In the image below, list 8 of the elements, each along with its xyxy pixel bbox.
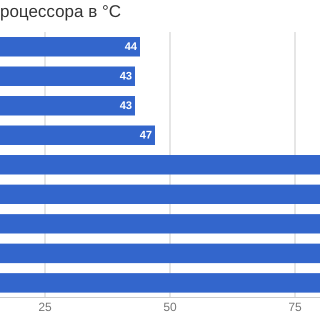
data-label: 47 [140,129,152,142]
x-tick-label: 25 [38,300,52,314]
data-label: 44 [124,40,138,53]
x-tick-label: 75 [288,300,302,314]
data-label: 43 [120,70,132,82]
data-label: 43 [120,100,132,112]
x-tick-label: 50 [163,300,177,314]
chart-title: роцессора в °C [0,2,122,22]
